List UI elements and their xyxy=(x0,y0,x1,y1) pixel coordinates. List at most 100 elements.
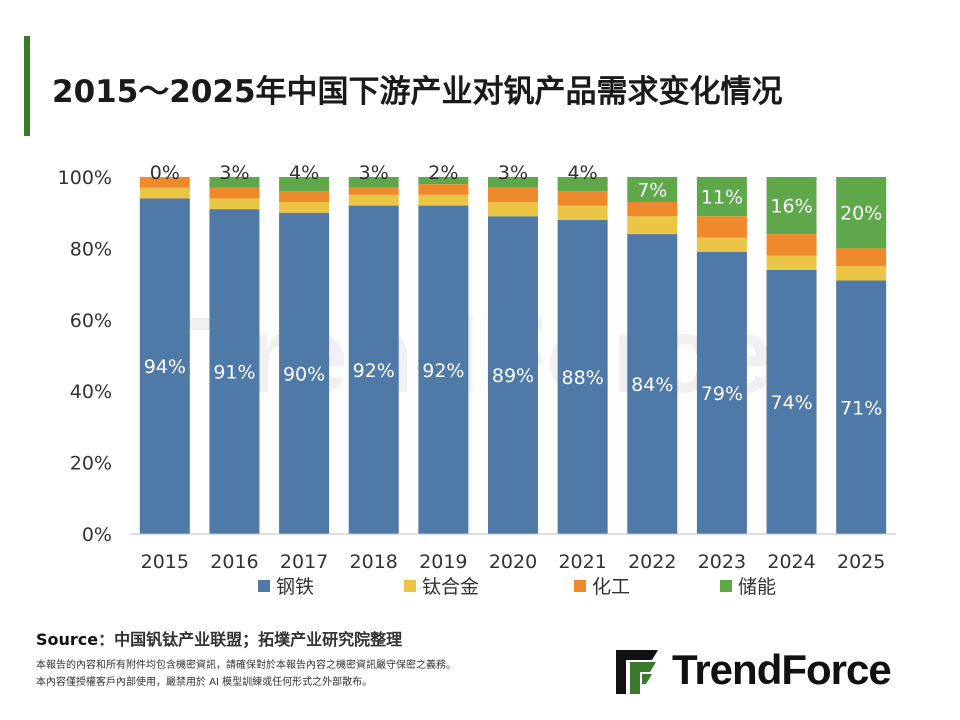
x-tick-label: 2023 xyxy=(698,551,746,573)
source-note: Source：中国钒钛产业联盟；拓墣产业研究院整理 xyxy=(36,626,402,650)
x-tick-label: 2016 xyxy=(210,551,258,573)
bar-segment-1 xyxy=(418,205,469,534)
data-label-steel: 92% xyxy=(353,360,395,382)
legend-swatch-1 xyxy=(258,580,270,592)
bar-segment-2 xyxy=(766,255,817,270)
data-label-steel: 92% xyxy=(422,360,464,382)
bar-segment-2 xyxy=(627,216,678,235)
bar-segment-3 xyxy=(279,191,330,202)
data-label-storage: 20% xyxy=(840,203,882,225)
legend-swatch-2 xyxy=(404,580,416,592)
bar-segment-3 xyxy=(209,187,260,199)
x-tick-label: 2025 xyxy=(837,551,885,573)
data-label-steel: 84% xyxy=(631,374,673,396)
bar-segment-4 xyxy=(557,177,608,192)
bar-segment-2 xyxy=(209,198,260,210)
bar-segment-4 xyxy=(279,177,330,192)
legend-label-1: 钢铁 xyxy=(276,576,314,598)
disclaimer-line-1: 本報告的內容和所有附件均包含機密資訊，請確保對於本報告內容之機密資訊嚴守保密之義… xyxy=(36,660,456,671)
source-text: ：中国钒钛产业联盟；拓墣产业研究院整理 xyxy=(98,630,403,649)
data-label-storage: 4% xyxy=(289,162,319,184)
bar-segment-4 xyxy=(348,177,399,188)
chart-title: 2015～2025年中国下游产业对钒产品需求变化情况 xyxy=(52,74,783,110)
disclaimer-line-2: 本內容僅授權客戶內部使用，嚴禁用於 AI 模型訓練或任何形式之外部散布。 xyxy=(36,677,373,688)
data-label-storage: 0% xyxy=(150,162,180,184)
bar-segment-4 xyxy=(418,177,469,185)
y-tick-label: 0% xyxy=(82,524,112,546)
source-label: Source xyxy=(36,630,99,649)
data-label-steel: 94% xyxy=(144,356,186,378)
legend-label-4: 储能 xyxy=(738,576,776,598)
data-label-storage: 11% xyxy=(701,187,743,209)
data-label-steel: 71% xyxy=(840,397,882,419)
data-label-steel: 74% xyxy=(770,392,812,414)
bar-segment-3 xyxy=(348,187,399,195)
x-tick-label: 2021 xyxy=(558,551,606,573)
y-tick-label: 40% xyxy=(70,381,112,403)
bar-segment-3 xyxy=(488,187,538,202)
bar-segment-1 xyxy=(209,209,260,534)
watermark-text: TrendForce xyxy=(186,294,774,415)
legend-swatch-4 xyxy=(720,580,732,592)
x-tick-label: 2017 xyxy=(280,551,328,573)
legend-label-3: 化工 xyxy=(592,576,630,598)
data-label-storage: 3% xyxy=(359,162,389,184)
data-label-steel: 89% xyxy=(492,365,534,387)
legend-label-2: 钛合金 xyxy=(422,576,479,598)
bar-segment-1 xyxy=(348,205,399,534)
bar-segment-3 xyxy=(696,216,747,238)
y-tick-label: 100% xyxy=(58,167,112,189)
x-tick-label: 2015 xyxy=(141,551,189,573)
bar-segment-3 xyxy=(418,184,469,195)
data-label-storage: 2% xyxy=(428,162,458,184)
x-tick-label: 2019 xyxy=(419,551,467,573)
x-tick-label: 2018 xyxy=(350,551,398,573)
bar-segment-2 xyxy=(279,201,330,213)
data-label-steel: 90% xyxy=(283,363,325,385)
logo-text: TrendForce xyxy=(672,646,892,693)
bar-segment-2 xyxy=(696,237,747,252)
legend-swatch-3 xyxy=(574,580,586,592)
bar-segment-4 xyxy=(696,177,747,217)
bar-segment-2 xyxy=(488,201,538,217)
bar-segment-3 xyxy=(836,248,887,267)
bar-segment-2 xyxy=(348,194,399,206)
bar-segment-3 xyxy=(557,191,608,206)
x-tick-label: 2024 xyxy=(767,551,815,573)
data-label-steel: 79% xyxy=(701,383,743,405)
x-tick-label: 2020 xyxy=(489,551,537,573)
x-tick-label: 2022 xyxy=(628,551,676,573)
data-label-storage: 7% xyxy=(637,179,667,201)
bar-segment-4 xyxy=(627,177,678,202)
y-tick-label: 20% xyxy=(70,453,112,475)
data-label-storage: 4% xyxy=(568,162,598,184)
bar-segment-4 xyxy=(488,177,538,188)
bar-segment-1 xyxy=(836,280,887,534)
bar-segment-1 xyxy=(488,216,538,534)
bar-segment-1 xyxy=(557,219,608,534)
bar-segment-1 xyxy=(766,269,817,534)
trendforce-logo: TrendForce xyxy=(612,644,932,700)
bar-segment-1 xyxy=(279,212,330,534)
bar-segment-2 xyxy=(557,205,608,220)
title-accent-bar xyxy=(24,36,30,136)
bar-segment-2 xyxy=(418,194,469,206)
data-label-steel: 91% xyxy=(213,362,255,384)
data-label-storage: 3% xyxy=(219,162,249,184)
y-tick-label: 80% xyxy=(70,238,112,260)
bar-segment-1 xyxy=(627,234,678,534)
y-tick-label: 60% xyxy=(70,310,112,332)
bar-segment-2 xyxy=(836,266,887,281)
logo-mark-icon xyxy=(616,650,658,694)
bar-segment-3 xyxy=(766,234,817,256)
bar-segment-4 xyxy=(836,177,887,249)
bar-segment-1 xyxy=(139,198,190,535)
data-label-storage: 3% xyxy=(498,162,528,184)
data-label-storage: 16% xyxy=(770,196,812,218)
bar-segment-2 xyxy=(139,187,190,199)
bar-segment-1 xyxy=(696,251,747,534)
bar-segment-4 xyxy=(209,177,260,188)
data-label-steel: 88% xyxy=(562,367,604,389)
bar-segment-3 xyxy=(139,177,190,188)
